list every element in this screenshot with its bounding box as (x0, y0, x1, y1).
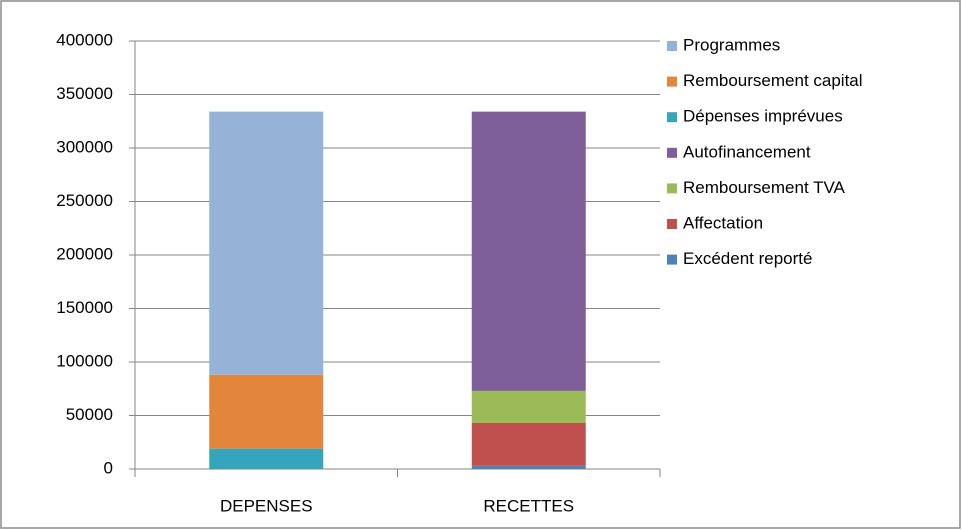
bar-segment (471, 422, 586, 466)
legend-label: Dépenses imprévues (683, 107, 843, 126)
bar-segment (209, 374, 324, 449)
legend-swatch (667, 147, 677, 158)
legend-label: Remboursement TVA (683, 178, 846, 197)
y-tick-label: 150000 (56, 298, 113, 317)
legend-label: Autofinancement (683, 142, 811, 161)
legend-label: Programmes (683, 35, 780, 54)
x-tick-label: RECETTES (483, 496, 574, 515)
bar-segment (209, 448, 324, 469)
legend-swatch (667, 76, 677, 87)
bar-segment (471, 465, 586, 469)
legend-swatch (667, 219, 677, 229)
legend-swatch (667, 254, 677, 265)
bar-segment (471, 111, 586, 391)
y-tick-label: 250000 (56, 191, 113, 210)
bar-segment (471, 390, 586, 423)
y-tick-label: 400000 (56, 30, 113, 49)
legend-label: Excédent reporté (683, 249, 812, 268)
legend-label: Affectation (683, 213, 763, 232)
y-tick-label: 350000 (56, 84, 113, 103)
legend-swatch (667, 112, 677, 123)
y-tick-label: 50000 (66, 405, 113, 424)
legend-swatch (667, 41, 677, 51)
y-tick-label: 200000 (56, 244, 113, 263)
y-tick-label: 300000 (56, 137, 113, 156)
y-tick-label: 100000 (56, 351, 113, 370)
legend-label: Remboursement capital (683, 71, 863, 90)
x-tick-label: DEPENSES (220, 496, 313, 515)
legend-swatch (667, 183, 677, 194)
y-tick-label: 0 (104, 458, 113, 477)
bar-segment (209, 111, 324, 375)
